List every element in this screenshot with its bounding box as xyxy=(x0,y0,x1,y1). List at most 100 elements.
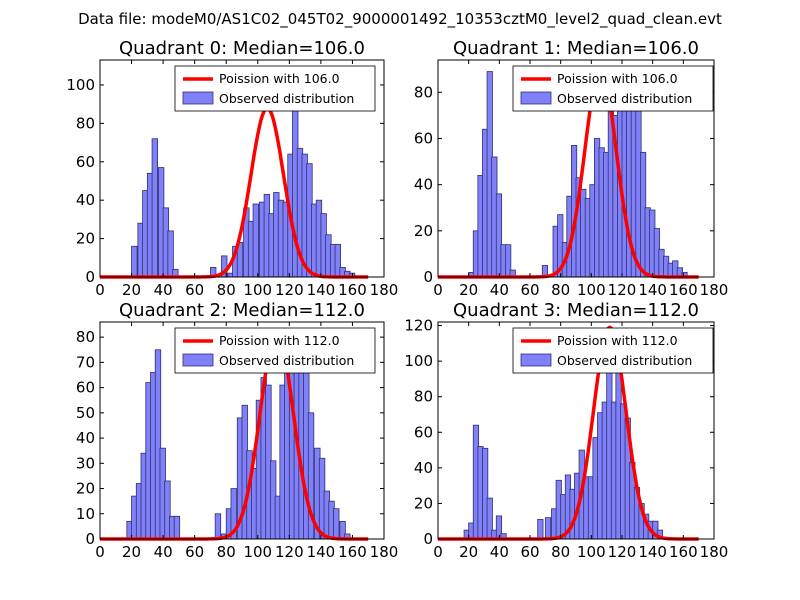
axes-frame xyxy=(437,59,715,278)
histogram-bar xyxy=(252,203,259,278)
x-tick-label: 80 xyxy=(217,543,236,561)
y-tick-label: 40 xyxy=(76,429,95,447)
x-tick-label: 60 xyxy=(520,543,539,561)
y-tick-label: 0 xyxy=(423,530,433,548)
histogram-bar xyxy=(173,515,181,540)
x-tick-label: 60 xyxy=(520,281,539,299)
y-tick-label: 20 xyxy=(76,480,95,498)
legend-label-poisson: Poission with 112.0 xyxy=(557,333,678,348)
y-tick-label: 20 xyxy=(414,494,433,512)
y-tick-label: 80 xyxy=(414,388,433,406)
y-tick-label: 10 xyxy=(76,505,95,523)
figure-suptitle: Data file: modeM0/AS1C02_045T02_90000014… xyxy=(78,10,722,29)
x-tick-label: 0 xyxy=(433,543,443,561)
x-tick-label: 100 xyxy=(577,281,606,299)
x-tick-label: 20 xyxy=(122,281,141,299)
legend: Poission with 106.0 Observed distribution xyxy=(512,65,714,112)
x-tick-label: 180 xyxy=(700,281,729,299)
x-tick-label: 60 xyxy=(185,543,204,561)
y-tick-label: 60 xyxy=(76,379,95,397)
x-tick-label: 40 xyxy=(154,281,173,299)
y-tick-label: 80 xyxy=(76,328,95,346)
y-tick-label: 20 xyxy=(414,222,433,240)
legend-label-observed: Observed distribution xyxy=(557,353,692,368)
x-tick-label: 0 xyxy=(95,281,105,299)
legend-label-observed: Observed distribution xyxy=(557,91,692,106)
y-tick-label: 40 xyxy=(414,176,433,194)
histogram-bar xyxy=(214,513,222,540)
x-tick-label: 100 xyxy=(243,281,272,299)
chart-title: Quadrant 0: Median=106.0 xyxy=(119,38,365,59)
legend-label-poisson: Poission with 106.0 xyxy=(557,71,678,86)
chart-title: Quadrant 1: Median=106.0 xyxy=(453,38,699,59)
legend-label-observed: Observed distribution xyxy=(219,91,354,106)
x-tick-label: 140 xyxy=(638,281,667,299)
x-tick-label: 40 xyxy=(490,281,509,299)
y-tick-label: 80 xyxy=(76,114,95,132)
quadrant-1-chart: 0 20 40 60 80 100 120 140 160 180 0 20 40 60 80 Quadran… xyxy=(414,38,728,299)
legend-bar-swatch xyxy=(520,353,552,367)
x-tick-label: 20 xyxy=(122,543,141,561)
y-tick-label: 30 xyxy=(76,454,95,472)
x-tick-label: 140 xyxy=(307,281,336,299)
x-tick-label: 0 xyxy=(95,543,105,561)
x-tick-label: 160 xyxy=(338,281,367,299)
histogram-bar xyxy=(131,245,138,278)
y-tick-label: 50 xyxy=(76,404,95,422)
y-tick-label: 100 xyxy=(404,352,433,370)
legend: Poission with 106.0 Observed distribution xyxy=(174,65,376,112)
x-tick-label: 20 xyxy=(459,281,478,299)
quadrant-3-chart: 0 20 40 60 80 100 120 140 160 180020406080100120Q… xyxy=(404,300,728,561)
y-tick-label: 40 xyxy=(76,191,95,209)
x-tick-label: 80 xyxy=(551,281,570,299)
x-tick-label: 180 xyxy=(370,543,399,561)
x-tick-label: 40 xyxy=(490,543,509,561)
x-tick-label: 40 xyxy=(154,543,173,561)
chart-title: Quadrant 3: Median=112.0 xyxy=(453,300,699,321)
y-tick-label: 60 xyxy=(414,129,433,147)
y-tick-label: 100 xyxy=(66,76,95,94)
axes-frame xyxy=(99,321,385,540)
legend: Poission with 112.0 Observed distribution xyxy=(174,327,376,374)
x-tick-label: 20 xyxy=(459,543,478,561)
x-tick-label: 180 xyxy=(700,543,729,561)
x-tick-label: 100 xyxy=(577,543,606,561)
y-tick-label: 70 xyxy=(76,353,95,371)
legend-label-poisson: Poission with 106.0 xyxy=(219,71,340,86)
x-tick-label: 160 xyxy=(338,543,367,561)
histogram-bar xyxy=(333,508,340,540)
y-tick-label: 0 xyxy=(85,268,95,286)
x-tick-label: 100 xyxy=(243,543,272,561)
y-tick-label: 60 xyxy=(414,423,433,441)
x-tick-label: 140 xyxy=(307,543,336,561)
x-tick-label: 160 xyxy=(669,281,698,299)
panels: 0 20 40 60 80 100 120 140 160 180020406080100Quad… xyxy=(66,38,728,561)
y-tick-label: 80 xyxy=(414,83,433,101)
x-tick-label: 120 xyxy=(275,543,304,561)
x-tick-label: 120 xyxy=(608,543,637,561)
x-tick-label: 80 xyxy=(551,543,570,561)
y-tick-label: 0 xyxy=(423,268,433,286)
y-tick-label: 0 xyxy=(85,530,95,548)
axes-frame xyxy=(437,321,715,540)
y-tick-label: 20 xyxy=(76,230,95,248)
chart-title: Quadrant 2: Median=112.0 xyxy=(119,300,365,321)
x-tick-label: 120 xyxy=(608,281,637,299)
histogram-bar xyxy=(544,517,552,540)
x-tick-label: 180 xyxy=(370,281,399,299)
x-tick-label: 160 xyxy=(669,543,698,561)
y-tick-label: 120 xyxy=(404,317,433,335)
legend-bar-swatch xyxy=(182,353,214,367)
legend-label-poisson: Poission with 112.0 xyxy=(219,333,340,348)
legend-bar-swatch xyxy=(182,91,214,105)
legend-bar-swatch xyxy=(520,91,552,105)
quadrant-0-chart: 0 20 40 60 80 100 120 140 160 180020406080100Quad… xyxy=(66,38,398,299)
x-tick-label: 60 xyxy=(185,281,204,299)
quadrant-2-chart: 0 20 40 60 80 100 120 140 160 180 0 10 20 30 40 50 60 70 8… xyxy=(76,300,398,561)
x-tick-label: 140 xyxy=(638,543,667,561)
y-tick-label: 40 xyxy=(414,459,433,477)
histogram-bar xyxy=(151,138,158,278)
legend: Poission with 112.0 Observed distribution xyxy=(512,327,714,374)
histogram-bar xyxy=(537,519,544,540)
